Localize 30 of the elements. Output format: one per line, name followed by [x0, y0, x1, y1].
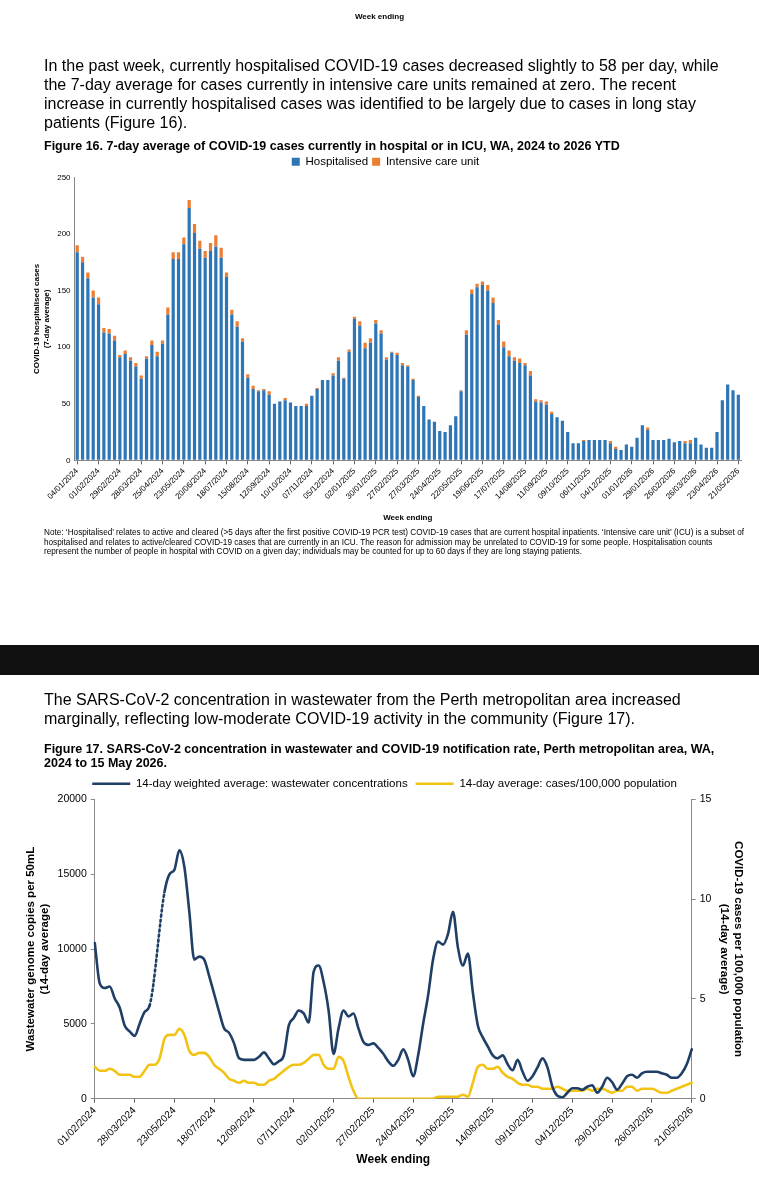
y-tick-label: 15000 — [57, 867, 87, 880]
chart-title: Figure 16. 7-day average of COVID-19 cases currently in hospital or in ICU, WA, 2024 to 2026 YTD — [44, 139, 621, 153]
y-tick-label: 100 — [57, 342, 72, 352]
y-tick-label: 50 — [61, 398, 72, 408]
y-tick-label: 200 — [57, 229, 72, 239]
y-tick-label: 5000 — [63, 1016, 87, 1029]
legend-label: 14-day weighted average: wastewater concentrations — [135, 776, 408, 789]
legend-label: 14-day average: cases/100,000 population — [459, 776, 677, 789]
y-axis-title: Wastewater genome copies per 50mL (14-day average) — [24, 846, 50, 1052]
y-tick-label: 0 — [80, 1091, 87, 1104]
x-axis-title: Week ending — [383, 513, 433, 523]
text: Note: ‘Hospitalised’ relates to active and cleared (>5 days after the first positive COVID-19 PCR test) COVID-19 cases that are current hospital inpatients. ‘Intensive care unit’ (ICU) is a subset of hospitalised and relates to active/cleared COVID-19 cases that are currently in an ICU. The reason for admission may be unrelated to COVID-19 for some people. Hospitalisation counts represent the number of people in hospital with COVID on a given day; individuals may be counted for up to 60 days if they are long staying patients. — [44, 528, 745, 557]
y2-tick-label: 10 — [699, 892, 712, 905]
text: Week ending — [353, 12, 406, 21]
y2-tick-label: 0 — [699, 1091, 706, 1104]
legend-label: Hospitalised — [305, 154, 369, 167]
y-tick-label: 10000 — [57, 942, 87, 954]
text: In the past week, currently hospitalised COVID-19 cases decreased slightly to 58 per day, while the 7-day average for cases currently in intensive care units remained at zero. The recent increase in currently hospitalised cases was identified to be largely due to cases in long stay patients (Figure 16). — [44, 56, 720, 132]
text: The SARS-CoV-2 concentration in wastewater from the Perth metropolitan area increased marginally, reflecting low-moderate COVID-19 activity in the community (Figure 17). — [44, 690, 682, 728]
y-tick-label: 250 — [57, 172, 72, 182]
chart-title: Figure 17. SARS-CoV-2 concentration in wastewater and COVID-19 notification rate, Perth metropolitan area, WA, 2024 to 15 May 2026. — [44, 742, 716, 770]
y-tick-label: 150 — [57, 285, 72, 295]
legend-label: Intensive care unit — [385, 154, 481, 167]
y2-axis-title: COVID-19 cases per 100,000 population (14-day average) — [719, 841, 745, 1058]
y-axis-title: COVID-19 hospitalised cases (7-day average) — [32, 263, 51, 375]
y2-tick-label: 5 — [699, 991, 706, 1004]
y2-tick-label: 15 — [699, 792, 712, 805]
y-tick-label: 0 — [66, 455, 72, 465]
y-tick-label: 20000 — [57, 792, 87, 805]
x-axis-title: Week ending — [356, 1152, 431, 1167]
